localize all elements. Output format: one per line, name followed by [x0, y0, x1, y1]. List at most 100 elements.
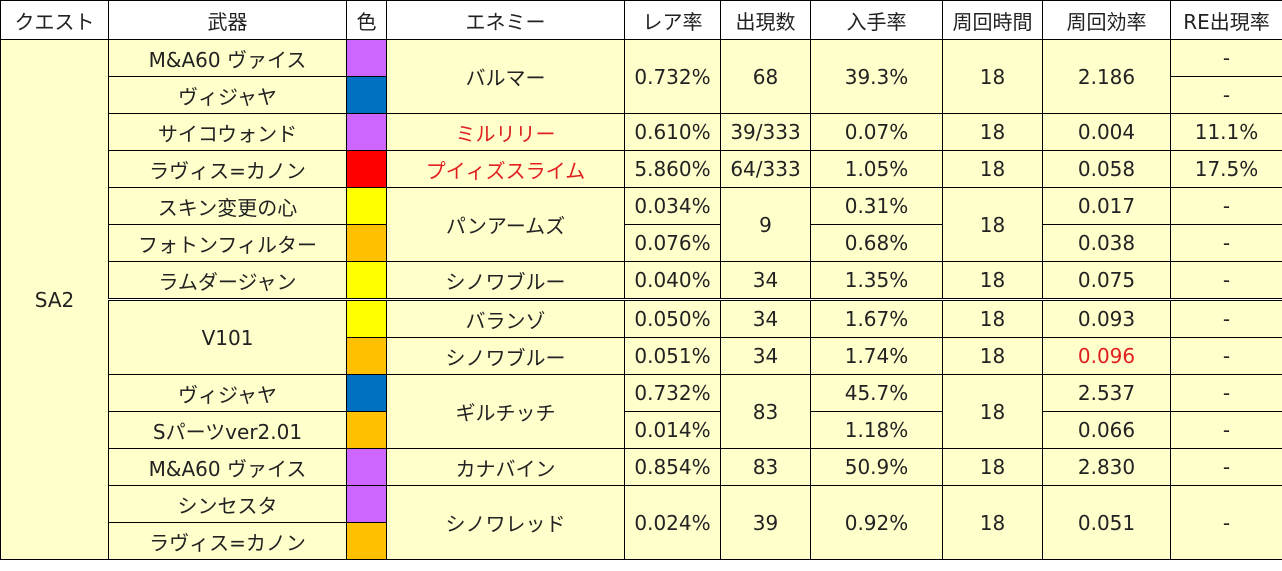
spawn-count-cell: 34	[720, 298, 811, 338]
run-time-cell: 18	[942, 337, 1043, 375]
re-rate-cell: -	[1170, 485, 1282, 560]
table-row: フォトンフィルター 0.076% 0.68% 0.038 -	[1, 224, 1282, 262]
enemy-cell: ミルリリー	[386, 113, 625, 151]
run-efficiency-cell: 0.093	[1042, 298, 1171, 338]
spawn-count-cell: 68	[720, 39, 811, 114]
run-time-cell: 18	[942, 374, 1043, 449]
re-rate-cell: -	[1170, 261, 1282, 300]
run-efficiency-cell: 0.058	[1042, 150, 1171, 188]
header-color: 色	[346, 0, 387, 40]
color-swatch	[346, 187, 387, 225]
header-enemy: エネミー	[386, 0, 625, 40]
re-rate-cell: -	[1170, 76, 1282, 114]
color-swatch	[346, 448, 387, 486]
header-row: クエスト 武器 色 エネミー レア率 出現数 入手率 周回時間 周回効率 RE出…	[0, 0, 1282, 40]
enemy-cell: プイィズスライム	[386, 150, 625, 188]
color-swatch	[346, 485, 387, 523]
rare-rate-cell: 0.732%	[624, 374, 721, 412]
weapon-cell: ラヴィス=カノン	[108, 150, 347, 188]
weapon-cell: シンセスタ	[108, 485, 347, 523]
table-row: ヴィジャヤ ギルチッチ 0.732% 83 45.7% 18 2.537 -	[1, 374, 1282, 449]
header-spawn-count: 出現数	[720, 0, 811, 40]
rare-rate-cell: 0.040%	[624, 261, 721, 300]
spawn-count-cell: 39/333	[720, 113, 811, 151]
weapon-cell: ヴィジャヤ	[108, 374, 347, 412]
table-row: ラムダージャン シノワブルー 0.040% 34 1.35% 18 0.075 …	[1, 261, 1282, 300]
obtain-rate-cell: 0.92%	[810, 485, 943, 560]
weapon-cell: フォトンフィルター	[108, 224, 347, 262]
table-row: サイコウォンド ミルリリー 0.610% 39/333 0.07% 18 0.0…	[1, 113, 1282, 151]
obtain-rate-cell: 0.07%	[810, 113, 943, 151]
rare-rate-cell: 0.076%	[624, 224, 721, 262]
weapon-cell: V101	[108, 298, 347, 375]
run-time-cell: 18	[942, 39, 1043, 114]
header-weapon: 武器	[108, 0, 347, 40]
header-re-rate: RE出現率	[1170, 0, 1282, 40]
run-efficiency-cell: 2.537	[1042, 374, 1171, 412]
re-rate-cell: -	[1170, 411, 1282, 449]
weapon-cell: ヴィジャヤ	[108, 76, 347, 114]
enemy-cell: シノワブルー	[386, 337, 625, 375]
re-rate-cell: -	[1170, 39, 1282, 77]
weapon-cell: サイコウォンド	[108, 113, 347, 151]
header-rare-rate: レア率	[624, 0, 721, 40]
rare-rate-cell: 0.854%	[624, 448, 721, 486]
rare-rate-cell: 0.051%	[624, 337, 721, 375]
weapon-cell: スキン変更の心	[108, 187, 347, 225]
run-time-cell: 18	[942, 298, 1043, 338]
table-row: ヴィジャヤ -	[1, 76, 1282, 114]
obtain-rate-cell: 1.67%	[810, 298, 943, 338]
run-efficiency-cell: 0.051	[1042, 485, 1171, 560]
spawn-count-cell: 83	[720, 448, 811, 486]
run-time-cell: 18	[942, 261, 1043, 300]
spawn-count-cell: 34	[720, 337, 811, 375]
run-efficiency-cell: 0.017	[1042, 187, 1171, 225]
rare-rate-cell: 0.014%	[624, 411, 721, 449]
color-swatch	[346, 224, 387, 262]
run-efficiency-cell: 0.075	[1042, 261, 1171, 300]
enemy-cell: ギルチッチ	[386, 374, 625, 449]
enemy-cell: シノワブルー	[386, 261, 625, 300]
spawn-count-cell: 39	[720, 485, 811, 560]
rare-rate-cell: 0.034%	[624, 187, 721, 225]
enemy-cell: カナバイン	[386, 448, 625, 486]
table-row: ラヴィス=カノン プイィズスライム 5.860% 64/333 1.05% 18…	[1, 150, 1282, 188]
rare-rate-cell: 0.050%	[624, 298, 721, 338]
run-time-cell: 18	[942, 113, 1043, 151]
run-time-cell: 18	[942, 187, 1043, 262]
header-quest: クエスト	[0, 0, 109, 40]
color-swatch	[346, 261, 387, 300]
weapon-cell: M&A60 ヴァイス	[108, 448, 347, 486]
quest-cell: SA2	[0, 39, 109, 560]
run-efficiency-cell: 0.004	[1042, 113, 1171, 151]
table-row: ラヴィス=カノン	[1, 522, 1282, 560]
spawn-count-cell: 9	[720, 187, 811, 262]
weapon-cell: ラヴィス=カノン	[108, 522, 347, 560]
color-swatch	[346, 39, 387, 77]
table-row: SA2 M&A60 ヴァイス バルマー 0.732% 68 39.3% 18 2…	[0, 39, 1282, 560]
weapon-cell: Sパーツver2.01	[108, 411, 347, 449]
run-efficiency-cell: 0.038	[1042, 224, 1171, 262]
run-efficiency-cell: 0.066	[1042, 411, 1171, 449]
obtain-rate-cell: 1.35%	[810, 261, 943, 300]
run-efficiency-cell: 2.186	[1042, 39, 1171, 114]
run-efficiency-cell: 2.830	[1042, 448, 1171, 486]
table-row: V101 バランゾ 0.050% 34 1.67% 18 0.093 -	[1, 298, 1282, 375]
re-rate-cell: 17.5%	[1170, 150, 1282, 188]
re-rate-cell: -	[1170, 187, 1282, 225]
obtain-rate-cell: 45.7%	[810, 374, 943, 412]
obtain-rate-cell: 0.68%	[810, 224, 943, 262]
spawn-count-cell: 83	[720, 374, 811, 449]
spawn-count-cell: 64/333	[720, 150, 811, 188]
run-time-cell: 18	[942, 448, 1043, 486]
header-obtain-rate: 入手率	[810, 0, 943, 40]
color-swatch	[346, 76, 387, 114]
table-row: シンセスタ シノワレッド 0.024% 39 0.92% 18 0.051 -	[1, 485, 1282, 560]
obtain-rate-cell: 1.74%	[810, 337, 943, 375]
color-swatch	[346, 522, 387, 560]
table-row: スキン変更の心 パンアームズ 0.034% 9 0.31% 18 0.017 -	[1, 187, 1282, 262]
color-swatch	[346, 411, 387, 449]
weapon-cell: ラムダージャン	[108, 261, 347, 300]
obtain-rate-cell: 1.18%	[810, 411, 943, 449]
